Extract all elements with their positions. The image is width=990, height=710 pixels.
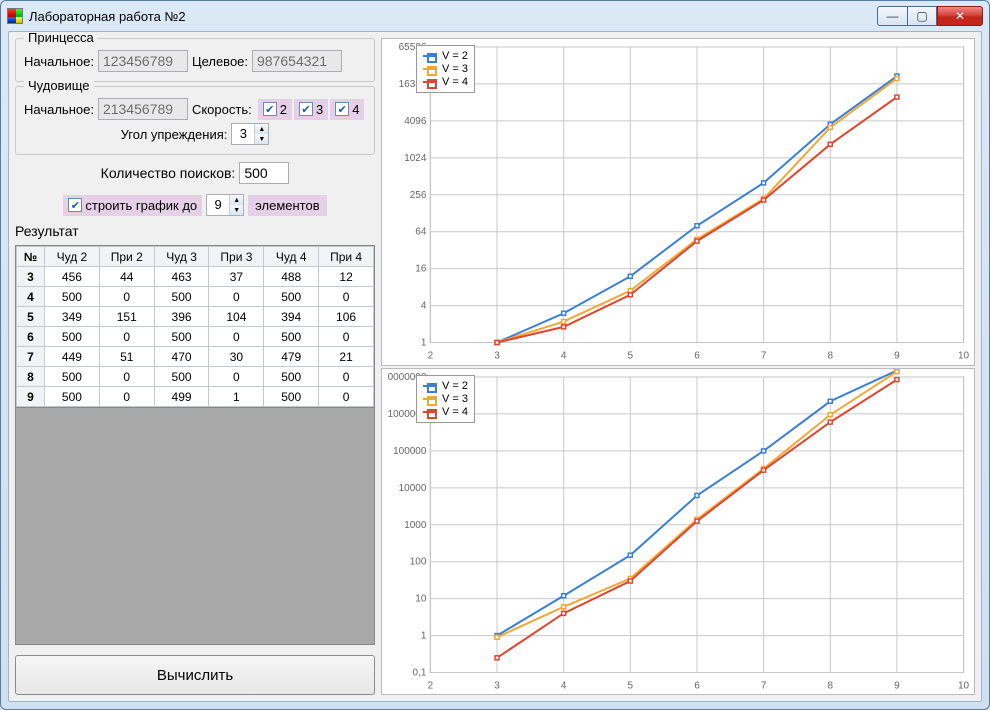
svg-text:4: 4: [421, 301, 427, 312]
elements-up[interactable]: ▲: [229, 195, 243, 205]
svg-text:256: 256: [410, 190, 427, 201]
left-panel: Принцесса Начальное: Целевое: Чудовище Н…: [15, 38, 375, 695]
table-row[interactable]: 9500049915000: [17, 387, 374, 407]
svg-text:9: 9: [894, 680, 900, 691]
check-icon: ✔: [68, 198, 82, 212]
app-icon: [7, 8, 23, 24]
svg-text:64: 64: [415, 227, 427, 238]
svg-text:1: 1: [421, 338, 427, 349]
table-row[interactable]: 3456444633748812: [17, 267, 374, 287]
svg-text:5: 5: [628, 351, 634, 362]
elements-label-box: элементов: [248, 195, 326, 216]
lead-spinner[interactable]: 3 ▲▼: [231, 123, 269, 145]
princess-group: Принцесса Начальное: Целевое:: [15, 38, 375, 82]
column-header[interactable]: При 4: [319, 247, 374, 267]
speed-label: Скорость:: [192, 102, 252, 117]
monster-start-input[interactable]: [98, 98, 188, 120]
monster-start-label: Начальное:: [24, 102, 94, 117]
window: Лабораторная работа №2 ― ▢ ✕ Принцесса Н…: [0, 0, 990, 710]
right-panel: 2345678910141664256102440961638465536V =…: [381, 38, 975, 695]
results-table[interactable]: №Чуд 2При 2Чуд 3При 3Чуд 4При 4345644463…: [16, 246, 374, 407]
svg-text:1: 1: [421, 630, 427, 641]
svg-text:4096: 4096: [404, 116, 427, 127]
svg-text:9: 9: [894, 351, 900, 362]
count-label: Количество поисков:: [101, 165, 236, 181]
column-header[interactable]: При 2: [99, 247, 154, 267]
svg-text:10: 10: [415, 593, 427, 604]
svg-text:1000: 1000: [404, 519, 427, 530]
build-elements-spinner[interactable]: 9 ▲▼: [206, 194, 244, 216]
chart-top: 2345678910141664256102440961638465536V =…: [381, 38, 975, 366]
elements-down[interactable]: ▼: [229, 205, 243, 215]
table-empty-area: [16, 407, 374, 644]
results-legend: Результат: [15, 223, 375, 239]
monster-group: Чудовище Начальное: Скорость: ✔2✔3✔4 Уго…: [15, 86, 375, 155]
column-header[interactable]: №: [17, 247, 45, 267]
maximize-button[interactable]: ▢: [907, 6, 937, 26]
compute-button[interactable]: Вычислить: [15, 655, 375, 695]
svg-text:5: 5: [628, 680, 634, 691]
svg-text:7: 7: [761, 351, 767, 362]
svg-text:6: 6: [694, 351, 700, 362]
svg-text:0,1: 0,1: [413, 667, 427, 678]
column-header[interactable]: Чуд 3: [154, 247, 209, 267]
lead-label: Угол упреждения:: [121, 127, 228, 142]
princess-legend: Принцесса: [24, 31, 98, 45]
column-header[interactable]: Чуд 2: [45, 247, 100, 267]
svg-text:3: 3: [494, 680, 500, 691]
svg-text:100000: 100000: [393, 445, 427, 456]
check-icon: ✔: [335, 102, 349, 116]
svg-text:10: 10: [958, 680, 970, 691]
window-title: Лабораторная работа №2: [29, 9, 877, 24]
princess-start-input[interactable]: [98, 50, 188, 72]
table-row[interactable]: 5349151396104394106: [17, 307, 374, 327]
check-icon: ✔: [299, 102, 313, 116]
svg-text:4: 4: [561, 351, 567, 362]
speed-checkbox-3[interactable]: ✔3: [294, 99, 328, 120]
table-row[interactable]: 7449514703047921: [17, 347, 374, 367]
column-header[interactable]: Чуд 4: [264, 247, 319, 267]
svg-text:10: 10: [958, 351, 970, 362]
lead-down[interactable]: ▼: [254, 134, 268, 144]
check-icon: ✔: [263, 102, 277, 116]
svg-text:7: 7: [761, 680, 767, 691]
monster-legend: Чудовище: [24, 78, 94, 93]
chart-legend: V = 2V = 3V = 4: [416, 45, 475, 93]
close-button[interactable]: ✕: [937, 6, 983, 26]
svg-text:4: 4: [561, 680, 567, 691]
table-row[interactable]: 8500050005000: [17, 367, 374, 387]
client-area: Принцесса Начальное: Целевое: Чудовище Н…: [8, 31, 982, 702]
svg-text:16: 16: [415, 264, 427, 275]
minimize-button[interactable]: ―: [877, 6, 907, 26]
svg-text:2: 2: [428, 680, 434, 691]
table-row[interactable]: 4500050005000: [17, 287, 374, 307]
titlebar[interactable]: Лабораторная работа №2 ― ▢ ✕: [1, 1, 989, 31]
chart-legend: V = 2V = 3V = 4: [416, 375, 475, 423]
svg-text:8: 8: [827, 351, 833, 362]
results-table-wrap: №Чуд 2При 2Чуд 3При 3Чуд 4При 4345644463…: [15, 245, 375, 645]
svg-text:1024: 1024: [404, 153, 427, 164]
table-row[interactable]: 6500050005000: [17, 327, 374, 347]
column-header[interactable]: При 3: [209, 247, 264, 267]
svg-text:8: 8: [827, 680, 833, 691]
princess-target-label: Целевое:: [192, 54, 248, 69]
svg-text:10000: 10000: [399, 482, 427, 493]
princess-target-input[interactable]: [252, 50, 342, 72]
svg-text:3: 3: [494, 351, 500, 362]
speed-checkbox-2[interactable]: ✔2: [258, 99, 292, 120]
count-input[interactable]: [239, 162, 289, 184]
lead-up[interactable]: ▲: [254, 124, 268, 134]
build-graph-checkbox[interactable]: ✔ строить график до: [63, 195, 202, 216]
princess-start-label: Начальное:: [24, 54, 94, 69]
speed-checkbox-4[interactable]: ✔4: [330, 99, 364, 120]
svg-text:6: 6: [694, 680, 700, 691]
chart-bottom: 23456789100,1110100100010000100000100000…: [381, 368, 975, 696]
svg-text:2: 2: [428, 351, 434, 362]
svg-text:100: 100: [410, 556, 427, 567]
